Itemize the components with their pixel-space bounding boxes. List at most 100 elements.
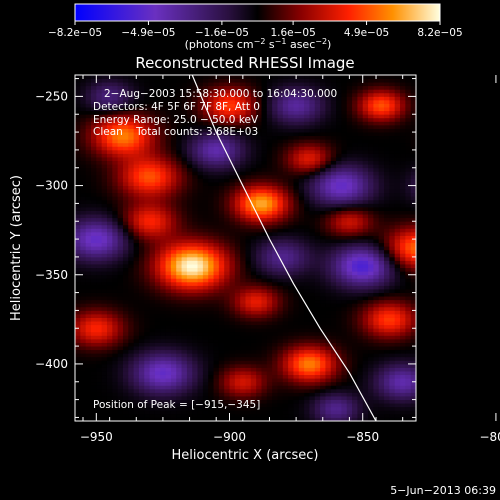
heatmap-cell bbox=[325, 217, 332, 222]
heatmap-cell bbox=[346, 146, 353, 151]
heatmap-cell bbox=[250, 385, 257, 390]
heatmap-cell bbox=[405, 199, 412, 204]
heatmap-cell bbox=[229, 299, 236, 304]
heatmap-cell bbox=[154, 317, 161, 322]
heatmap-cell bbox=[186, 221, 193, 226]
heatmap-cell bbox=[250, 267, 257, 272]
heatmap-cell bbox=[282, 328, 289, 333]
heatmap-cell bbox=[272, 338, 278, 343]
heatmap-cell bbox=[293, 367, 300, 372]
heatmap-cell bbox=[320, 324, 326, 329]
heatmap-cell bbox=[368, 256, 374, 261]
heatmap-cell bbox=[96, 189, 103, 194]
heatmap-cell bbox=[261, 292, 268, 297]
heatmap-cell bbox=[368, 371, 374, 376]
heatmap-cell bbox=[117, 214, 124, 219]
heatmap-cell bbox=[96, 306, 103, 311]
heatmap-cell bbox=[357, 239, 364, 244]
heatmap-cell bbox=[234, 385, 241, 390]
heatmap-cell bbox=[122, 142, 129, 147]
heatmap-cell bbox=[213, 292, 220, 297]
heatmap-cell bbox=[229, 231, 236, 236]
heatmap-cell bbox=[234, 231, 241, 236]
heatmap-cell bbox=[410, 160, 416, 165]
heatmap-cell bbox=[293, 246, 300, 251]
heatmap-cell bbox=[186, 160, 193, 165]
heatmap-cell bbox=[149, 199, 156, 204]
heatmap-cell bbox=[122, 313, 129, 318]
heatmap-cell bbox=[309, 256, 316, 261]
heatmap-cell bbox=[138, 356, 145, 361]
heatmap-cell bbox=[106, 281, 113, 286]
heatmap-cell bbox=[250, 292, 257, 297]
heatmap-cell bbox=[181, 214, 188, 219]
heatmap-cell bbox=[282, 360, 289, 365]
heatmap-cell bbox=[245, 271, 252, 276]
heatmap-cell bbox=[75, 167, 81, 172]
heatmap-cell bbox=[288, 199, 294, 204]
heatmap-cell bbox=[181, 381, 188, 386]
heatmap-cell bbox=[373, 349, 380, 354]
heatmap-cell bbox=[186, 271, 193, 276]
heatmap-cell bbox=[261, 214, 268, 219]
heatmap-cell bbox=[176, 331, 182, 336]
heatmap-cell bbox=[117, 249, 124, 254]
heatmap-cell bbox=[122, 403, 129, 408]
heatmap-cell bbox=[101, 371, 108, 376]
heatmap-cell bbox=[304, 199, 310, 204]
heatmap-cell bbox=[405, 303, 412, 308]
heatmap-cell bbox=[186, 189, 193, 194]
heatmap-cell bbox=[245, 299, 252, 304]
heatmap-cell bbox=[106, 360, 113, 365]
heatmap-cell bbox=[234, 167, 241, 172]
heatmap-cell bbox=[160, 242, 166, 247]
heatmap-cell bbox=[368, 278, 374, 283]
heatmap-cell bbox=[154, 271, 161, 276]
heatmap-cell bbox=[378, 403, 385, 408]
heatmap-cell bbox=[346, 189, 353, 194]
heatmap-cell bbox=[181, 299, 188, 304]
heatmap-cell bbox=[96, 224, 103, 229]
heatmap-cell bbox=[234, 146, 241, 151]
heatmap-cell bbox=[277, 242, 284, 247]
heatmap-cell bbox=[266, 228, 273, 233]
heatmap-cell bbox=[213, 185, 220, 190]
heatmap-cell bbox=[75, 267, 81, 272]
heatmap-cell bbox=[197, 274, 204, 279]
heatmap-cell bbox=[389, 274, 396, 279]
heatmap-cell bbox=[133, 264, 140, 269]
heatmap-cell bbox=[176, 192, 182, 197]
heatmap-cell bbox=[341, 153, 348, 158]
heatmap-cell bbox=[197, 349, 204, 354]
heatmap-cell bbox=[96, 164, 103, 169]
heatmap-cell bbox=[75, 264, 81, 269]
heatmap-cell bbox=[101, 392, 108, 397]
heatmap-cell bbox=[160, 153, 166, 158]
heatmap-cell bbox=[309, 271, 316, 276]
heatmap-cell bbox=[197, 410, 204, 415]
heatmap-cell bbox=[90, 310, 97, 315]
heatmap-cell bbox=[75, 178, 81, 183]
heatmap-cell bbox=[213, 413, 220, 418]
heatmap-cell bbox=[330, 206, 337, 211]
heatmap-cell bbox=[368, 267, 374, 272]
heatmap-cell bbox=[256, 310, 262, 315]
heatmap-cell bbox=[256, 182, 262, 186]
heatmap-cell bbox=[160, 342, 166, 347]
heatmap-cell bbox=[154, 206, 161, 211]
heatmap-cell bbox=[362, 267, 369, 272]
heatmap-cell bbox=[336, 306, 342, 311]
heatmap-cell bbox=[330, 403, 337, 408]
heatmap-cell bbox=[362, 338, 369, 343]
heatmap-cell bbox=[304, 321, 310, 326]
heatmap-cell bbox=[186, 171, 193, 176]
heatmap-cell bbox=[261, 331, 268, 336]
heatmap-cell bbox=[117, 289, 124, 293]
heatmap-cell bbox=[122, 338, 129, 343]
heatmap-cell bbox=[192, 278, 198, 283]
heatmap-cell bbox=[213, 371, 220, 376]
heatmap-cell bbox=[75, 296, 81, 301]
heatmap-cell bbox=[272, 289, 278, 293]
heatmap-cell bbox=[240, 149, 246, 154]
heatmap-cell bbox=[277, 281, 284, 286]
